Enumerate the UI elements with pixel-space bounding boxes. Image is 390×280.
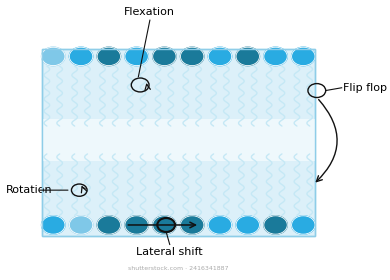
Circle shape xyxy=(292,47,315,66)
Circle shape xyxy=(264,47,287,66)
Text: shutterstock.com · 2416341887: shutterstock.com · 2416341887 xyxy=(128,266,229,271)
Text: Flip flop: Flip flop xyxy=(344,83,387,93)
Circle shape xyxy=(208,47,232,66)
Circle shape xyxy=(208,216,232,234)
Circle shape xyxy=(181,47,204,66)
Circle shape xyxy=(97,47,121,66)
Circle shape xyxy=(292,216,315,234)
Circle shape xyxy=(69,216,93,234)
Bar xyxy=(42,50,315,236)
Circle shape xyxy=(97,216,121,234)
Bar xyxy=(42,119,315,161)
Circle shape xyxy=(42,47,65,66)
Text: Lateral shift: Lateral shift xyxy=(136,247,203,257)
Circle shape xyxy=(125,47,148,66)
Circle shape xyxy=(42,216,65,234)
Circle shape xyxy=(69,47,93,66)
Circle shape xyxy=(236,47,259,66)
Circle shape xyxy=(264,216,287,234)
Circle shape xyxy=(152,216,176,234)
Text: Flexation: Flexation xyxy=(124,7,176,17)
Circle shape xyxy=(125,216,148,234)
Circle shape xyxy=(236,216,259,234)
Circle shape xyxy=(181,216,204,234)
Bar xyxy=(42,50,315,236)
Text: Rotation: Rotation xyxy=(6,185,53,195)
Circle shape xyxy=(152,47,176,66)
